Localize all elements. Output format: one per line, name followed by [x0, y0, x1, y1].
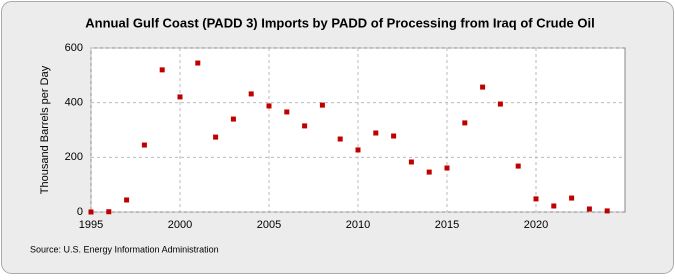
y-tick-label: 400: [65, 97, 83, 109]
data-point: [373, 130, 379, 136]
data-point: [426, 169, 432, 175]
data-point: [302, 123, 308, 129]
x-tick-label: 2015: [435, 219, 459, 231]
data-point: [266, 103, 272, 109]
data-point: [177, 94, 183, 100]
data-point: [569, 195, 575, 201]
y-tick-label: 0: [77, 206, 83, 218]
data-point: [391, 133, 397, 139]
data-point: [248, 91, 254, 97]
data-point: [604, 208, 610, 214]
data-point: [533, 196, 539, 202]
data-point: [195, 60, 201, 66]
data-point: [159, 67, 165, 73]
chart-title: Annual Gulf Coast (PADD 3) Imports by PA…: [85, 15, 594, 30]
x-tick-label: 2020: [524, 219, 548, 231]
x-tick-label: 2010: [346, 219, 370, 231]
data-point: [106, 209, 112, 215]
data-point: [319, 102, 325, 108]
data-point: [408, 159, 414, 165]
source-note: Source: U.S. Energy Information Administ…: [30, 244, 219, 254]
x-tick-label: 2000: [168, 219, 192, 231]
data-point: [141, 142, 147, 148]
data-point: [462, 120, 468, 126]
y-tick-label: 200: [65, 151, 83, 163]
data-point: [586, 206, 592, 212]
plot-area: [90, 47, 626, 213]
data-point: [284, 109, 290, 115]
y-tick-label: 600: [65, 42, 83, 54]
data-point: [515, 163, 521, 169]
x-tick-label: 2005: [257, 219, 281, 231]
data-point: [88, 209, 94, 215]
data-point: [213, 134, 219, 140]
data-point: [551, 203, 557, 209]
x-tick-label: 1995: [79, 219, 103, 231]
data-point: [355, 147, 361, 153]
data-point: [230, 116, 236, 122]
y-axis-label: Thousand Barrels per Day: [39, 65, 51, 194]
data-point: [497, 101, 503, 107]
data-point: [124, 197, 130, 203]
data-point: [337, 136, 343, 142]
data-point: [480, 84, 486, 90]
data-point: [444, 165, 450, 171]
